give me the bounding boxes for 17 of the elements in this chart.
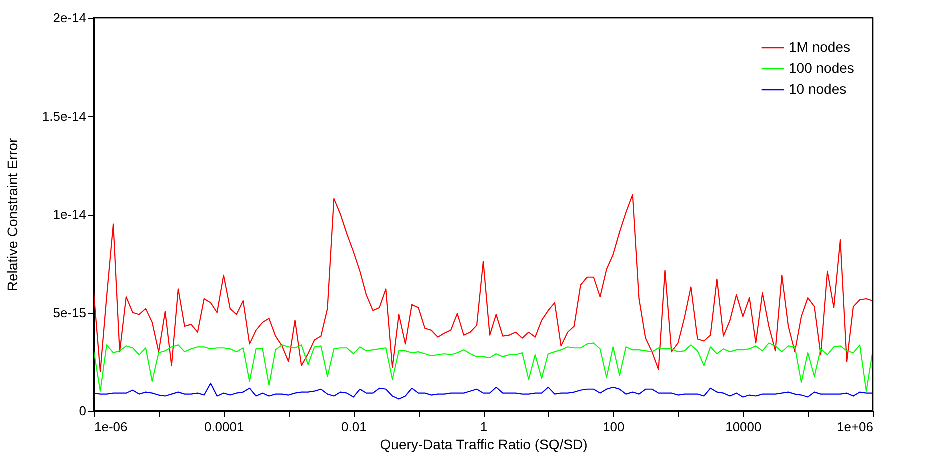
x-tick-label: 0.0001 xyxy=(204,420,244,434)
y-tick-label: 1.5e-14 xyxy=(42,108,86,124)
y-tick-label: 2e-14 xyxy=(53,10,86,26)
y-tick-label: 0 xyxy=(79,404,86,418)
y-tick-label: 1e-14 xyxy=(53,207,86,222)
x-tick-label: 100 xyxy=(602,420,625,434)
x-tick-label: 1 xyxy=(480,420,488,434)
x-tick-label: 10000 xyxy=(726,420,762,434)
x-tick-label: 1e-06 xyxy=(94,420,128,434)
legend-label: 1M nodes xyxy=(789,39,850,55)
legend-label: 100 nodes xyxy=(789,60,854,76)
x-axis-title: Query-Data Traffic Ratio (SQ/SD) xyxy=(380,436,588,452)
x-tick-label: 1e+06 xyxy=(836,420,874,434)
x-tick-label: 0.01 xyxy=(342,420,367,434)
legend-label: 10 nodes xyxy=(789,81,847,97)
y-tick-label: 5e-15 xyxy=(53,305,86,320)
y-axis-title: Relative Constraint Error xyxy=(4,138,20,292)
